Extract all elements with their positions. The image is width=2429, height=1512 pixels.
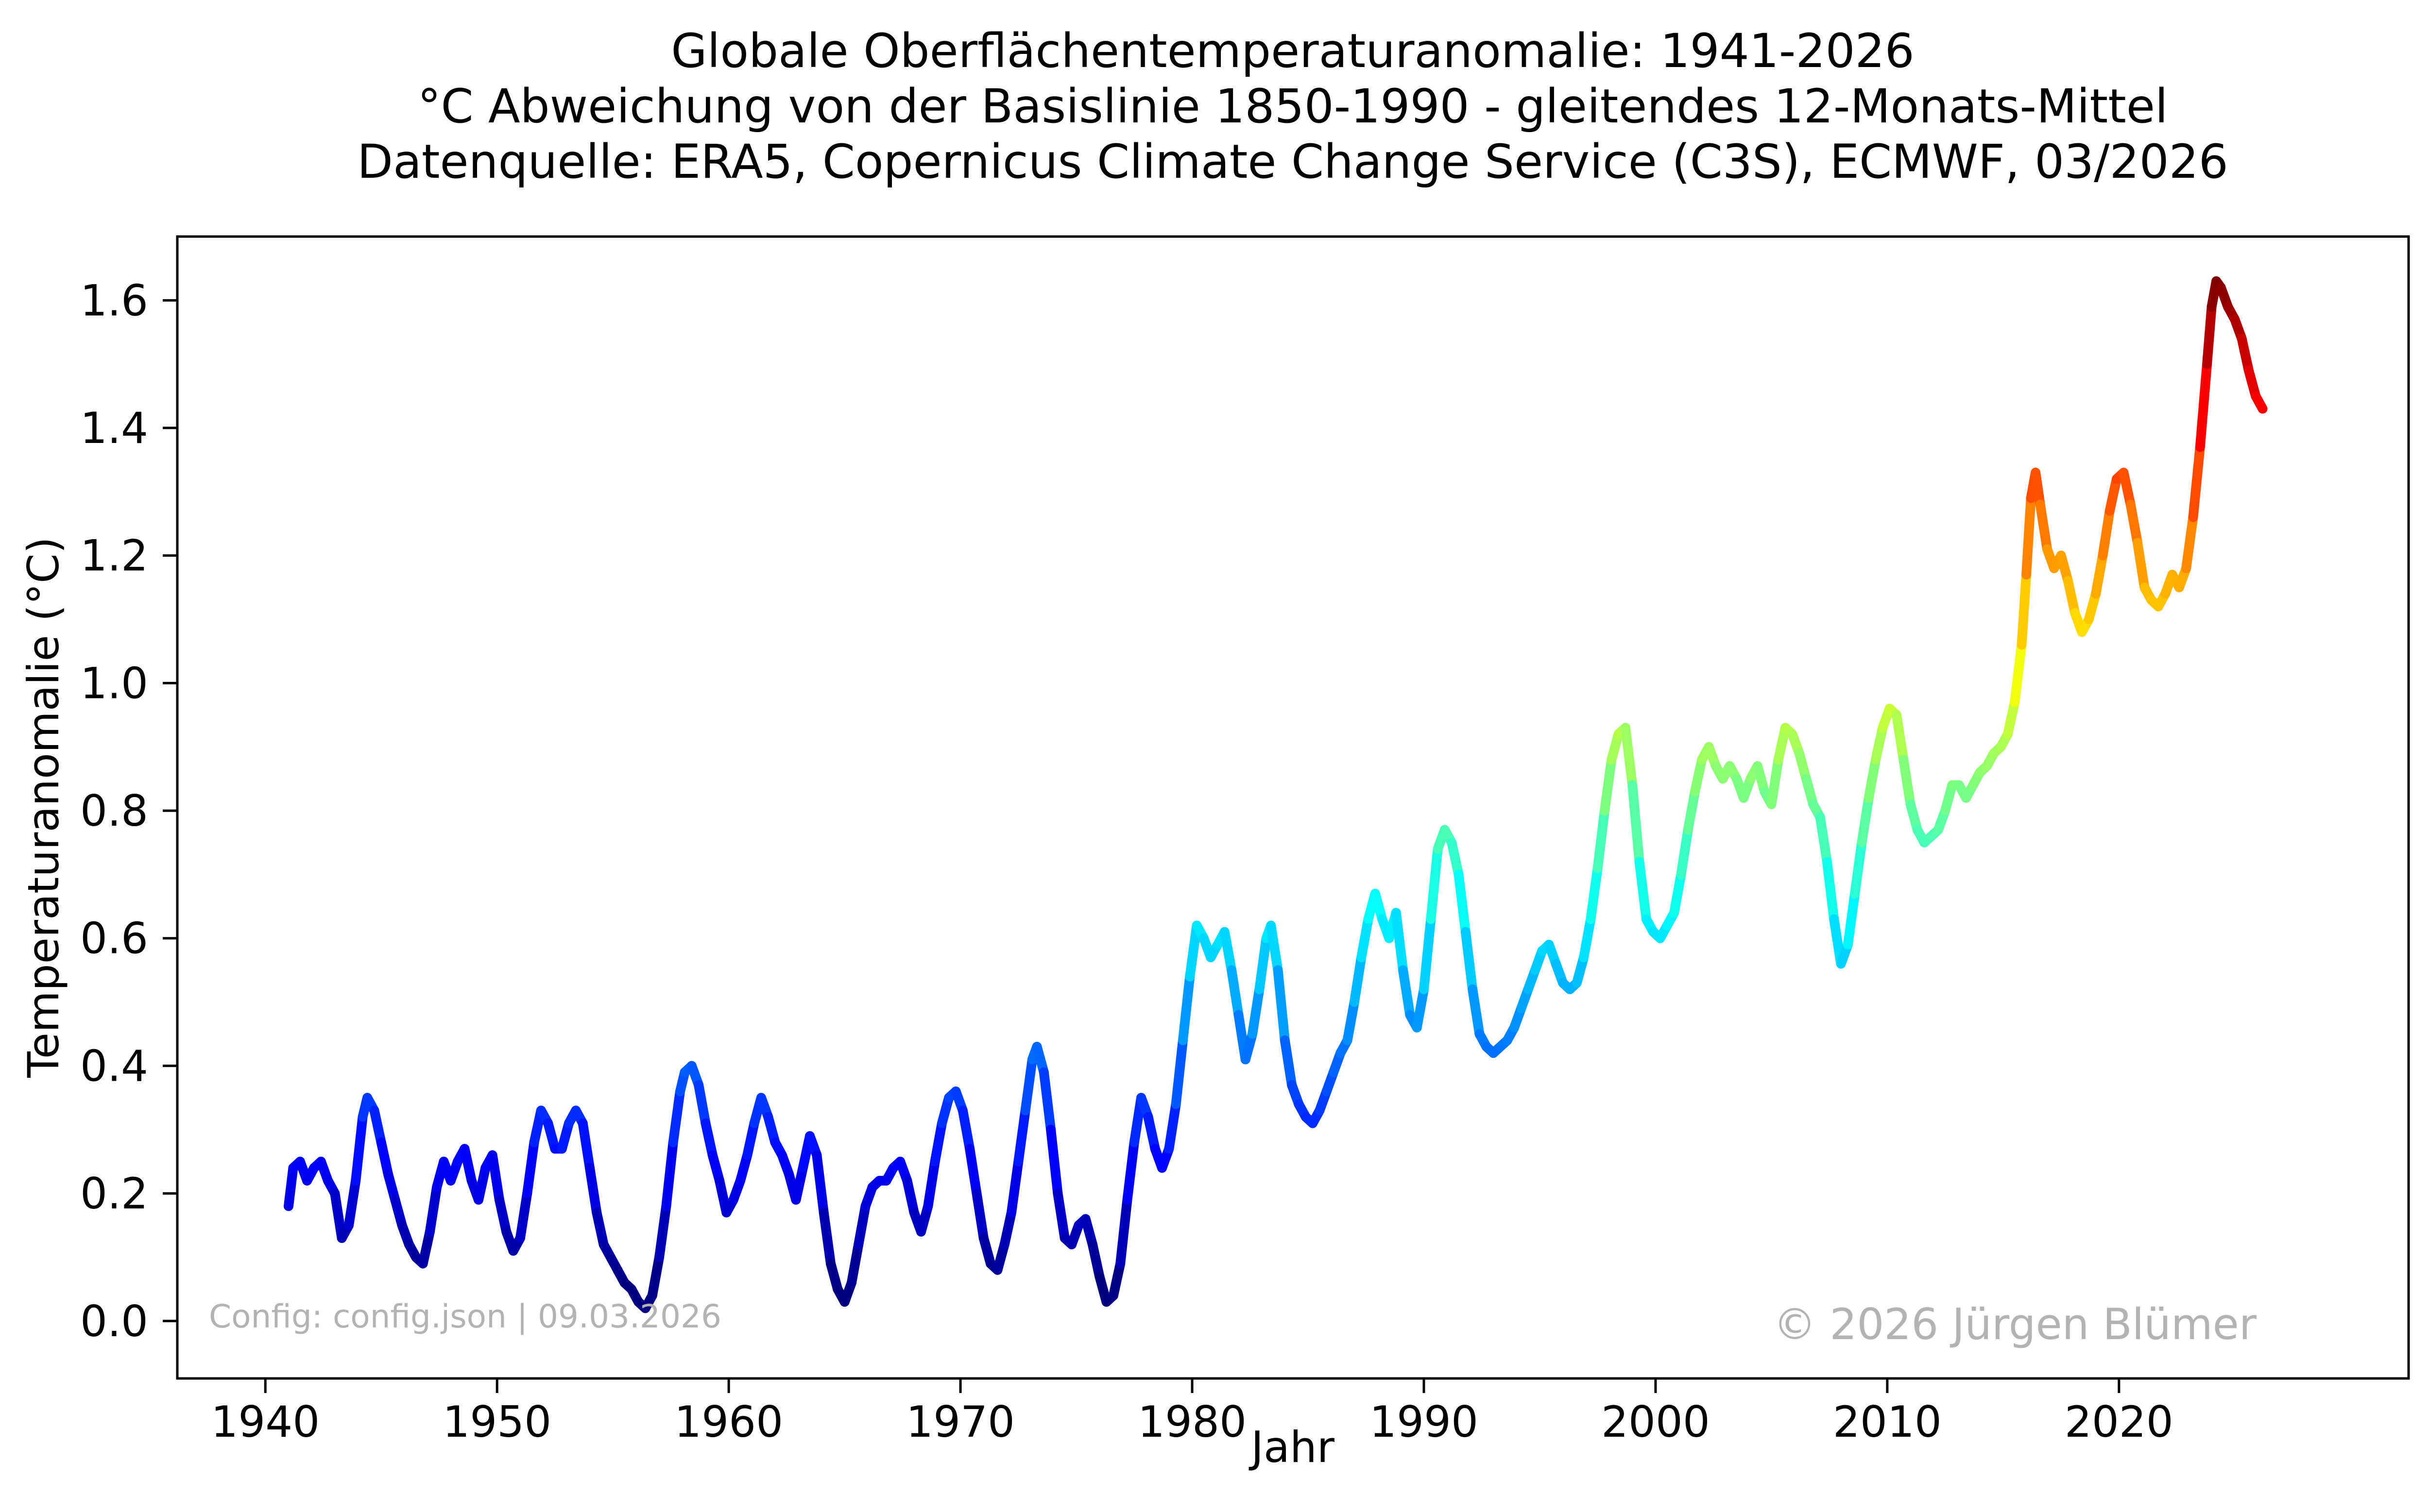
y-axis-ticks: 0.0 0.2 0.4 0.6 0.8 1.0 1.2 1.4 1.6 — [80, 275, 177, 1346]
x-tick-label: 1990 — [1369, 1397, 1478, 1447]
plot-border — [176, 235, 2410, 1380]
x-tick-label: 2020 — [2065, 1397, 2173, 1447]
y-tick-label: 0.0 — [80, 1296, 148, 1346]
y-tick-label: 1.2 — [80, 531, 148, 581]
x-tick-label: 2000 — [1601, 1397, 1710, 1447]
y-tick-label: 1.6 — [80, 275, 148, 325]
x-tick-label: 1960 — [674, 1397, 783, 1447]
copyright-text: © 2026 Jürgen Blümer — [1773, 1299, 2257, 1349]
y-tick-label: 1.0 — [80, 658, 148, 708]
temperature-line — [283, 276, 2268, 1313]
y-axis-label: Temperaturanomalie (°C) — [18, 537, 68, 1078]
y-tick-label: 0.6 — [80, 914, 148, 964]
x-axis-label: Jahr — [1249, 1422, 1335, 1472]
y-tick-label: 0.2 — [80, 1169, 148, 1219]
x-tick-label: 1980 — [1138, 1397, 1247, 1447]
x-tick-label: 1950 — [443, 1397, 551, 1447]
chart-title-line1: Globale Oberflächentemperaturanomalie: 1… — [671, 24, 1914, 78]
config-watermark: Config: config.json | 09.03.2026 — [209, 1298, 721, 1335]
chart-title-line3: Datenquelle: ERA5, Copernicus Climate Ch… — [357, 135, 2228, 189]
y-tick-label: 0.8 — [80, 786, 148, 836]
x-tick-label: 1940 — [211, 1397, 320, 1447]
y-tick-label: 0.4 — [80, 1041, 148, 1091]
x-tick-label: 1970 — [906, 1397, 1015, 1447]
x-axis-ticks: 1940 1950 1960 1970 1980 1990 2000 2010 2020 — [211, 1378, 2173, 1447]
chart-title-line2: °C Abweichung von der Basislinie 1850-19… — [417, 79, 2168, 134]
x-tick-label: 2010 — [1833, 1397, 1942, 1447]
y-tick-label: 1.4 — [80, 403, 148, 453]
